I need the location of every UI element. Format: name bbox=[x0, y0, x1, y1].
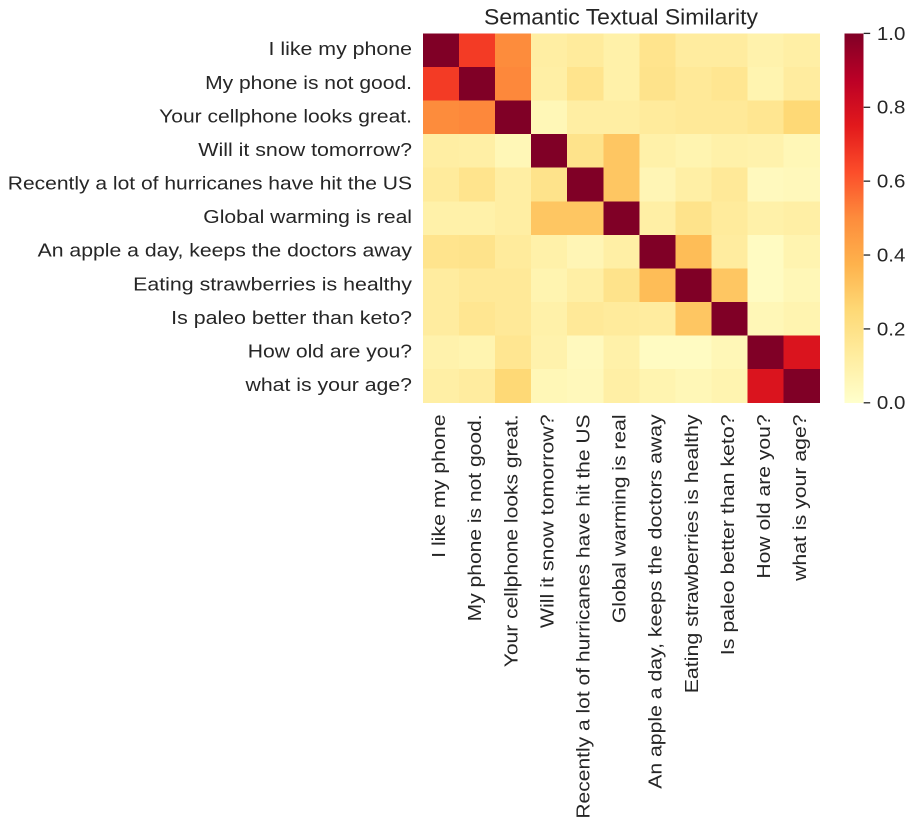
svg-text:0.2: 0.2 bbox=[877, 318, 906, 339]
svg-text:I like my phone: I like my phone bbox=[428, 414, 449, 558]
svg-text:1.0: 1.0 bbox=[877, 23, 906, 44]
svg-text:An apple a day, keeps the doct: An apple a day, keeps the doctors away bbox=[645, 413, 666, 788]
svg-text:Global warming is real: Global warming is real bbox=[609, 414, 630, 623]
svg-text:what is your age?: what is your age? bbox=[789, 414, 810, 582]
svg-text:Your cellphone looks great.: Your cellphone looks great. bbox=[500, 414, 521, 667]
svg-text:Eating strawberries is healthy: Eating strawberries is healthy bbox=[681, 413, 702, 693]
svg-text:I like my phone: I like my phone bbox=[269, 38, 413, 59]
svg-text:An apple a day, keeps the doct: An apple a day, keeps the doctors away bbox=[38, 240, 413, 261]
svg-text:Global warming is real: Global warming is real bbox=[203, 206, 412, 227]
svg-text:0.0: 0.0 bbox=[877, 392, 906, 413]
svg-text:Recently a lot of hurricanes h: Recently a lot of hurricanes have hit th… bbox=[573, 414, 594, 818]
svg-text:My phone is not good.: My phone is not good. bbox=[464, 414, 485, 621]
svg-text:0.6: 0.6 bbox=[877, 171, 906, 192]
svg-text:Is paleo better than keto?: Is paleo better than keto? bbox=[717, 414, 738, 655]
svg-text:Semantic Textual Similarity: Semantic Textual Similarity bbox=[484, 5, 759, 30]
svg-text:How old are you?: How old are you? bbox=[248, 340, 412, 361]
svg-text:0.4: 0.4 bbox=[877, 244, 906, 265]
svg-text:My phone is not good.: My phone is not good. bbox=[205, 72, 412, 93]
svg-text:Your cellphone looks great.: Your cellphone looks great. bbox=[159, 105, 412, 126]
svg-text:Will it snow tomorrow?: Will it snow tomorrow? bbox=[198, 139, 412, 160]
svg-text:Will it snow tomorrow?: Will it snow tomorrow? bbox=[536, 414, 557, 628]
svg-text:Is paleo better than keto?: Is paleo better than keto? bbox=[171, 307, 412, 328]
svg-text:0.8: 0.8 bbox=[877, 97, 906, 118]
svg-text:Eating strawberries is healthy: Eating strawberries is healthy bbox=[133, 273, 413, 294]
svg-text:How old are you?: How old are you? bbox=[753, 414, 774, 578]
svg-text:what is your age?: what is your age? bbox=[244, 374, 412, 395]
svg-text:Recently a lot of hurricanes h: Recently a lot of hurricanes have hit th… bbox=[8, 173, 412, 194]
